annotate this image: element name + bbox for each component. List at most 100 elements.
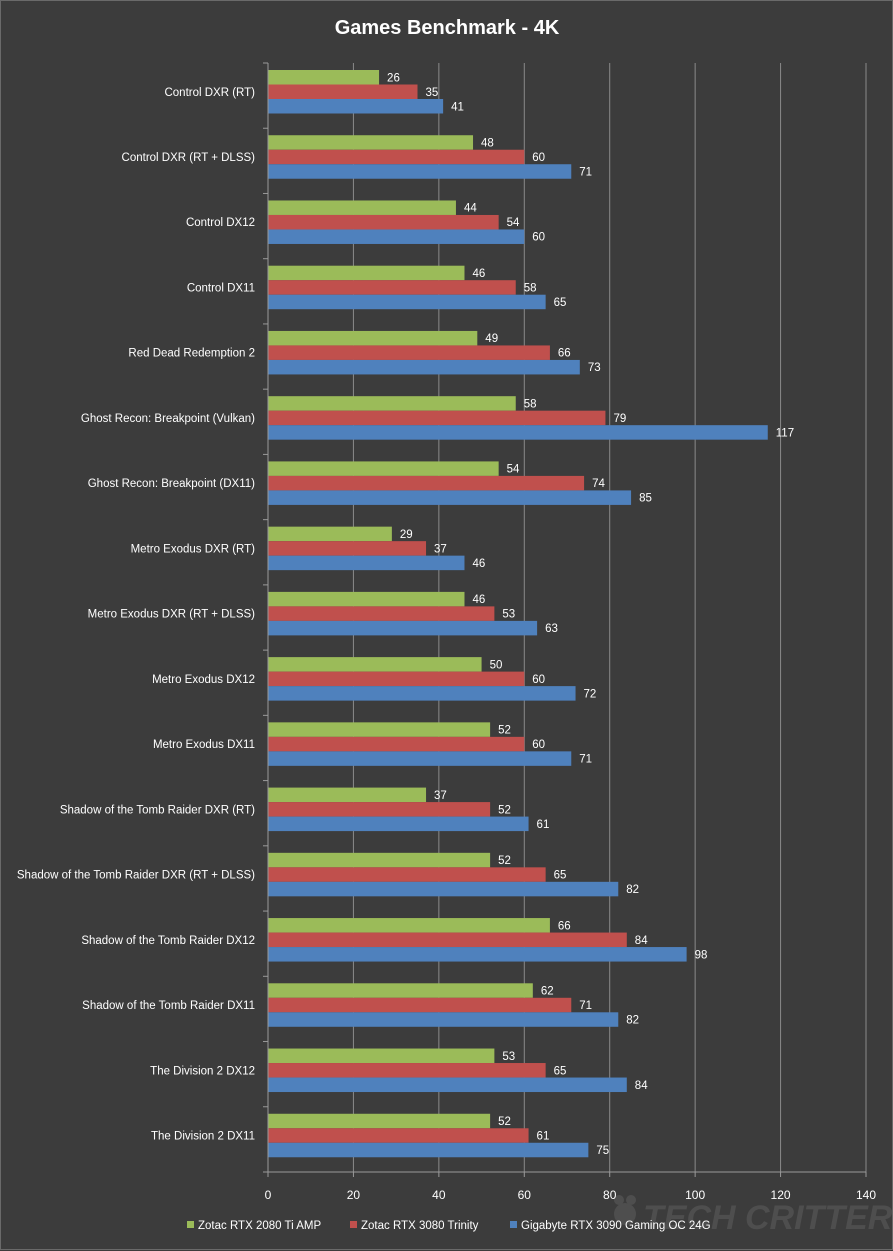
category-label: The Division 2 DX12 (150, 1065, 255, 1077)
data-label: 74 (592, 478, 605, 490)
data-label: 61 (537, 1131, 550, 1143)
data-label: 54 (507, 464, 520, 476)
legend-swatch (350, 1221, 357, 1228)
data-label: 52 (498, 855, 511, 867)
data-label: 82 (626, 884, 639, 896)
legend-label: Zotac RTX 2080 Ti AMP (198, 1220, 321, 1232)
bar (268, 1063, 546, 1078)
bar (268, 932, 627, 948)
bar (268, 135, 474, 150)
bar (268, 802, 491, 817)
data-label: 62 (541, 986, 554, 998)
bar (268, 294, 546, 310)
bar (268, 214, 499, 230)
bar (268, 947, 687, 962)
bar (268, 200, 456, 215)
x-tick-label: 0 (265, 1188, 272, 1202)
bar (268, 475, 585, 491)
data-label: 84 (635, 1080, 648, 1092)
category-label: Shadow of the Tomb Raider DX12 (81, 935, 255, 947)
category-label: The Division 2 DX11 (151, 1131, 255, 1143)
data-label: 60 (532, 232, 545, 244)
category-label: Metro Exodus DXR (RT + DLSS) (88, 609, 256, 621)
category-label: Control DX12 (186, 217, 255, 229)
category-label: Shadow of the Tomb Raider DX11 (82, 1000, 255, 1012)
data-label: 52 (498, 804, 511, 816)
x-tick-label: 100 (685, 1188, 705, 1202)
bar (268, 852, 491, 868)
bar (268, 345, 550, 360)
bar (268, 671, 525, 687)
bar (268, 541, 427, 556)
category-label: Shadow of the Tomb Raider DXR (RT) (60, 804, 255, 816)
bar (268, 657, 482, 672)
data-label: 29 (400, 529, 413, 541)
bar (268, 1142, 589, 1158)
data-label: 52 (498, 1116, 511, 1128)
axes: 0 20 40 60 80 100 120 140 (263, 62, 876, 1202)
data-label: 44 (464, 203, 477, 215)
legend: Zotac RTX 2080 Ti AMP Zotac RTX 3080 Trin… (187, 1220, 711, 1232)
data-label: 58 (524, 398, 537, 410)
data-label: 50 (490, 659, 503, 671)
bar (268, 606, 495, 621)
category-label: Ghost Recon: Breakpoint (Vulkan) (81, 413, 255, 425)
category-label: Ghost Recon: Breakpoint (DX11) (88, 478, 255, 490)
data-label: 60 (532, 152, 545, 164)
bar (268, 396, 516, 411)
legend-swatch (510, 1221, 517, 1228)
data-label: 46 (472, 558, 485, 570)
data-label: 35 (426, 87, 439, 99)
bar (268, 620, 538, 636)
data-label: 71 (579, 754, 592, 766)
bar (268, 461, 499, 476)
data-label: 117 (776, 427, 794, 439)
x-tick-label: 60 (518, 1188, 532, 1202)
data-label: 71 (579, 1000, 592, 1012)
bar (268, 1077, 627, 1093)
data-label: 79 (613, 413, 626, 425)
data-label: 84 (635, 935, 648, 947)
data-label: 53 (502, 1051, 515, 1063)
category-label: Shadow of the Tomb Raider DXR (RT + DLSS… (17, 870, 255, 882)
bar (268, 736, 525, 752)
watermark: TECH CRITTER (614, 1195, 893, 1237)
data-label: 98 (695, 949, 708, 961)
legend-label: Gigabyte RTX 3090 Gaming OC 24G (521, 1220, 711, 1232)
data-label: 52 (498, 725, 511, 737)
bar (268, 149, 525, 165)
labels: Control DXR (RT) 26 35 41 Control DXR (RT + … (17, 72, 794, 1157)
bar (268, 1012, 619, 1027)
data-label: 26 (387, 72, 400, 84)
bar (268, 881, 619, 897)
x-tick-label: 80 (603, 1188, 617, 1202)
bar (268, 1113, 491, 1129)
legend-swatch (187, 1221, 194, 1228)
bars (268, 70, 768, 1158)
data-label: 53 (502, 609, 515, 621)
critter-logo-icon (614, 1195, 636, 1225)
data-label: 49 (485, 333, 498, 345)
bar (268, 1048, 495, 1064)
bar (268, 99, 444, 114)
data-label: 65 (554, 870, 567, 882)
data-label: 66 (558, 920, 571, 932)
data-label: 48 (481, 137, 494, 149)
bar (268, 591, 465, 607)
data-label: 46 (472, 268, 485, 280)
data-label: 60 (532, 674, 545, 686)
bar (268, 686, 576, 701)
bar (268, 526, 392, 542)
category-label: Red Dead Redemption 2 (128, 348, 255, 360)
data-label: 63 (545, 623, 558, 635)
bar (268, 490, 632, 505)
bar (268, 425, 768, 440)
bar (268, 164, 572, 179)
data-label: 66 (558, 348, 571, 360)
bar (268, 330, 478, 346)
data-label: 65 (554, 297, 567, 309)
data-label: 54 (507, 217, 520, 229)
data-label: 60 (532, 739, 545, 751)
bar (268, 265, 465, 281)
